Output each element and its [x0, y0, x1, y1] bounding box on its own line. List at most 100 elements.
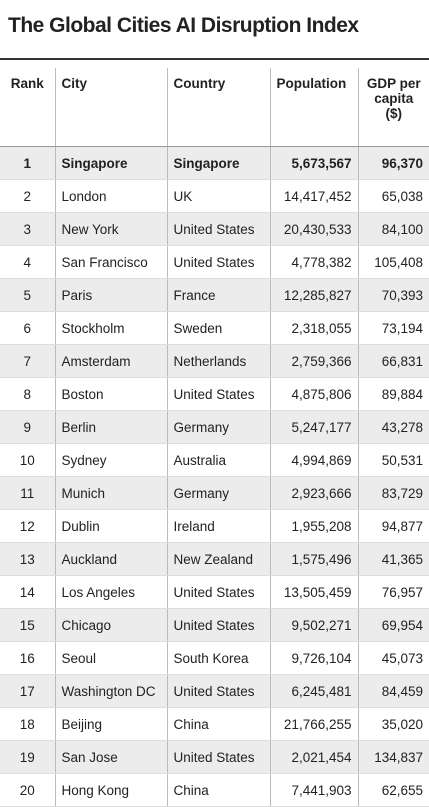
table-cell: South Korea [167, 641, 271, 675]
table-cell: Auckland [55, 542, 168, 576]
table-cell: 105,408 [358, 245, 429, 279]
table-cell: 9,726,104 [270, 641, 359, 675]
table-cell: 66,831 [358, 344, 429, 378]
table-cell: 6 [0, 311, 56, 345]
table-cell: 18 [0, 707, 56, 741]
table-row: 16 Seoul South Korea 9,726,104 45,073 [0, 641, 429, 675]
table-row: 11 Munich Germany 2,923,666 83,729 [0, 476, 429, 510]
table-cell: 83,729 [358, 476, 429, 510]
table-cell: China [167, 773, 271, 807]
table-cell: 4,778,382 [270, 245, 359, 279]
table-cell: 19 [0, 740, 56, 774]
table-cell: Ireland [167, 509, 271, 543]
table-cell: 14,417,452 [270, 179, 359, 213]
table-cell: 6,245,481 [270, 674, 359, 708]
table-row: 2 London UK 14,417,452 65,038 [0, 179, 429, 213]
table-cell: 1,955,208 [270, 509, 359, 543]
table-cell: Los Angeles [55, 575, 168, 609]
table-cell: Singapore [55, 146, 168, 180]
table-body: 1 Singapore Singapore 5,673,567 96,370 2 Londo… [0, 146, 429, 807]
table-row: 18 Beijing China 21,766,255 35,020 [0, 707, 429, 741]
table-cell: 2,318,055 [270, 311, 359, 345]
table-cell: 4,875,806 [270, 377, 359, 411]
table-cell: 3 [0, 212, 56, 246]
table-cell: 7,441,903 [270, 773, 359, 807]
table-cell: New York [55, 212, 168, 246]
table-cell: 2,021,454 [270, 740, 359, 774]
table-cell: Seoul [55, 641, 168, 675]
table-cell: 9 [0, 410, 56, 444]
table-cell: 5,673,567 [270, 146, 359, 180]
table-cell: New Zealand [167, 542, 271, 576]
table-row: 8 Boston United States 4,875,806 89,884 [0, 377, 429, 411]
table-cell: 1 [0, 146, 56, 180]
table-cell: United States [167, 740, 271, 774]
table-cell: 13,505,459 [270, 575, 359, 609]
table-cell: 76,957 [358, 575, 429, 609]
column-header: GDP per capita ($) [358, 68, 429, 147]
table-cell: Australia [167, 443, 271, 477]
table-cell: 94,877 [358, 509, 429, 543]
table-cell: 12,285,827 [270, 278, 359, 312]
table-cell: 5 [0, 278, 56, 312]
table-cell: Stockholm [55, 311, 168, 345]
table-cell: 15 [0, 608, 56, 642]
table-cell: Singapore [167, 146, 271, 180]
table-cell: United States [167, 674, 271, 708]
table-row: 7 Amsterdam Netherlands 2,759,366 66,831 [0, 344, 429, 378]
table-cell: 84,459 [358, 674, 429, 708]
header-row: Rank City Country Population GDP per capita … [0, 68, 429, 147]
table-row: 5 Paris France 12,285,827 70,393 [0, 278, 429, 312]
table-cell: Amsterdam [55, 344, 168, 378]
table-cell: Chicago [55, 608, 168, 642]
table-cell: 20 [0, 773, 56, 807]
table-cell: 45,073 [358, 641, 429, 675]
table-cell: 10 [0, 443, 56, 477]
table-row: 19 San Jose United States 2,021,454 134,837 [0, 740, 429, 774]
table-cell: United States [167, 575, 271, 609]
table-cell: Boston [55, 377, 168, 411]
table-cell: Germany [167, 410, 271, 444]
table-cell: 70,393 [358, 278, 429, 312]
table-cell: Germany [167, 476, 271, 510]
table-cell: 17 [0, 674, 56, 708]
table-cell: 35,020 [358, 707, 429, 741]
table-cell: UK [167, 179, 271, 213]
table-cell: 5,247,177 [270, 410, 359, 444]
table-cell: 16 [0, 641, 56, 675]
table-row: 3 New York United States 20,430,533 84,100 [0, 212, 429, 246]
table-cell: United States [167, 212, 271, 246]
table-row: 9 Berlin Germany 5,247,177 43,278 [0, 410, 429, 444]
table-row: 4 San Francisco United States 4,778,382 105,… [0, 245, 429, 279]
table-cell: 9,502,271 [270, 608, 359, 642]
table-row: 13 Auckland New Zealand 1,575,496 41,365 [0, 542, 429, 576]
table-cell: 14 [0, 575, 56, 609]
column-header: Rank [0, 68, 56, 147]
table-cell: 4,994,869 [270, 443, 359, 477]
table-cell: France [167, 278, 271, 312]
table-row: 12 Dublin Ireland 1,955,208 94,877 [0, 509, 429, 543]
table-cell: Munich [55, 476, 168, 510]
title-rule [0, 58, 429, 60]
table-cell: 21,766,255 [270, 707, 359, 741]
table-cell: Hong Kong [55, 773, 168, 807]
table-cell: Berlin [55, 410, 168, 444]
table-cell: 11 [0, 476, 56, 510]
table-cell: Netherlands [167, 344, 271, 378]
title: The Global Cities AI Disruption Index [8, 14, 359, 37]
table-cell: Paris [55, 278, 168, 312]
table-cell: 69,954 [358, 608, 429, 642]
table-cell: San Francisco [55, 245, 168, 279]
table-row: 14 Los Angeles United States 13,505,459 76,9… [0, 575, 429, 609]
table-cell: 62,655 [358, 773, 429, 807]
table-cell: United States [167, 245, 271, 279]
table-cell: 73,194 [358, 311, 429, 345]
table-cell: Dublin [55, 509, 168, 543]
table-cell: 134,837 [358, 740, 429, 774]
table-cell: 2 [0, 179, 56, 213]
table-cell: 50,531 [358, 443, 429, 477]
table-row: 6 Stockholm Sweden 2,318,055 73,194 [0, 311, 429, 345]
table-cell: China [167, 707, 271, 741]
table-cell: 1,575,496 [270, 542, 359, 576]
table-cell: 13 [0, 542, 56, 576]
